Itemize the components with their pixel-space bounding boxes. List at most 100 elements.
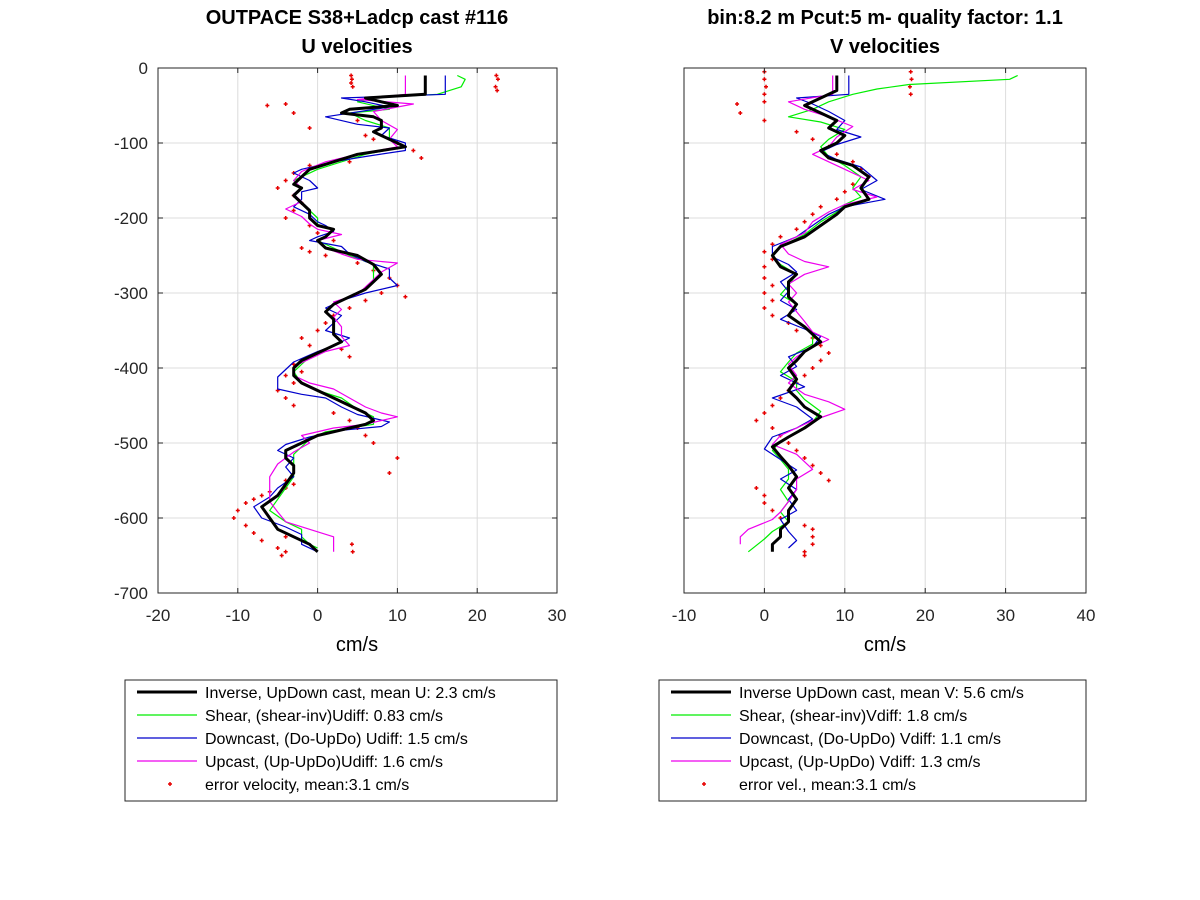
u-error-velocity-point	[299, 369, 304, 374]
u-velocity-panel: OUTPACE S38+Ladcp cast #116 U velocities…	[114, 7, 566, 802]
v-error-velocity-point	[794, 448, 799, 453]
v-error-velocity-point	[818, 358, 823, 363]
v-legend-label: error vel., mean:3.1 cm/s	[739, 777, 916, 794]
u-error-velocity-point	[495, 88, 500, 93]
u-x-tick-label: 30	[548, 606, 567, 625]
v-error-velocity-point	[810, 527, 815, 532]
u-plot-area	[231, 73, 500, 558]
u-legend-label: Upcast, (Up-UpDo)Udiff: 1.6 cm/s	[205, 754, 443, 771]
v-error-velocity-point	[908, 92, 913, 97]
v-error-velocity-point	[794, 328, 799, 333]
u-y-tick-label: -400	[114, 359, 148, 378]
u-error-velocity-point	[371, 441, 376, 445]
u-x-tick-label: 10	[388, 606, 407, 625]
v-x-tick-label: 20	[916, 606, 935, 625]
u-error-velocity-point	[291, 208, 296, 213]
v-error-velocity-point	[764, 84, 769, 89]
u-legend-label: Downcast, (Do-UpDo) Udiff: 1.5 cm/s	[205, 731, 468, 748]
v-error-velocity-point	[735, 102, 740, 106]
u-x-tick-label: -10	[226, 606, 251, 625]
v-series-line-1	[747, 74, 1018, 553]
u-error-velocity-point	[363, 133, 368, 138]
v-error-velocity-point	[818, 343, 823, 348]
v-error-velocity-point	[762, 291, 767, 295]
v-error-velocity-point	[802, 523, 807, 528]
v-error-velocity-point	[810, 542, 815, 547]
v-error-velocity-point	[762, 264, 767, 269]
v-x-axis-label: cm/s	[864, 634, 906, 656]
u-y-tick-label: -700	[114, 584, 148, 603]
u-error-velocity-point	[283, 373, 288, 378]
v-error-velocity-point	[778, 396, 783, 400]
u-error-velocity-point	[349, 73, 354, 78]
u-error-velocity-point	[283, 396, 288, 400]
v-error-velocity-point	[762, 118, 767, 123]
u-error-velocity-point	[349, 77, 354, 82]
u-error-velocity-point	[363, 298, 368, 303]
u-error-velocity-point	[355, 118, 360, 123]
u-error-velocity-point	[315, 328, 320, 333]
u-axes-box	[157, 67, 558, 594]
u-legend-entry: error velocity, mean:3.1 cm/s	[168, 777, 409, 794]
u-series-line-2	[253, 75, 446, 553]
u-error-velocity-point	[307, 249, 312, 254]
u-legend-entry: Upcast, (Up-UpDo)Udiff: 1.6 cm/s	[137, 754, 443, 771]
u-error-velocity-point	[307, 343, 312, 348]
u-error-velocity-point	[494, 73, 499, 78]
u-error-velocity-point	[363, 433, 368, 438]
v-error-velocity-point	[834, 152, 839, 157]
u-error-velocity-point	[350, 84, 355, 89]
u-error-velocity-point	[283, 549, 288, 554]
v-legend-entry: Downcast, (Do-UpDo) Vdiff: 1.1 cm/s	[671, 731, 1001, 748]
u-error-velocity-point	[251, 531, 256, 535]
u-error-velocity-point	[403, 294, 408, 299]
v-error-velocity-point	[770, 508, 775, 513]
u-error-velocity-point	[387, 471, 392, 475]
v-error-velocity-point	[810, 534, 815, 539]
u-error-velocity-point	[347, 159, 352, 164]
v-series-line-3	[739, 75, 878, 545]
v-error-velocity-point	[762, 276, 767, 280]
u-x-axis-label: cm/s	[336, 634, 378, 656]
v-error-velocity-point	[810, 366, 815, 370]
v-error-velocity-point	[842, 189, 847, 194]
u-error-velocity-point	[291, 111, 296, 115]
v-legend-label: Inverse UpDown cast, mean V: 5.6 cm/s	[739, 685, 1024, 702]
u-error-velocity-point	[331, 238, 336, 243]
u-legend-entry: Shear, (shear-inv)Udiff: 0.83 cm/s	[137, 708, 443, 725]
u-y-tick-label: -300	[114, 284, 148, 303]
v-velocity-panel: bin:8.2 m Pcut:5 m- quality factor: 1.1 …	[658, 7, 1095, 802]
v-error-velocity-point	[762, 99, 767, 104]
u-error-velocity-point	[315, 231, 320, 235]
u-error-velocity-point	[379, 291, 384, 295]
v-legend-label: Shear, (shear-inv)Vdiff: 1.8 cm/s	[739, 708, 967, 725]
v-error-velocity-point	[762, 92, 767, 97]
u-y-tick-label: -200	[114, 209, 148, 228]
v-chart-title: bin:8.2 m Pcut:5 m- quality factor: 1.1	[707, 7, 1063, 29]
v-chart-subtitle: V velocities	[830, 36, 940, 58]
v-error-velocity-point	[754, 486, 759, 490]
u-error-velocity-point	[411, 148, 416, 153]
v-error-velocity-point	[770, 283, 775, 288]
v-legend: Inverse UpDown cast, mean V: 5.6 cm/s She…	[658, 679, 1087, 802]
u-legend-label: Shear, (shear-inv)Udiff: 0.83 cm/s	[205, 708, 443, 725]
u-error-velocity-point	[259, 493, 264, 498]
u-error-velocity-point	[299, 336, 304, 340]
u-legend-label: Inverse, UpDown cast, mean U: 2.3 cm/s	[205, 685, 496, 702]
v-error-velocity-point	[770, 426, 775, 430]
v-error-velocity-point	[802, 553, 807, 558]
v-error-velocity-point	[810, 463, 815, 468]
u-error-velocity-point	[395, 456, 400, 460]
u-error-velocity-point	[275, 546, 280, 550]
u-error-velocity-point	[231, 516, 236, 520]
u-error-velocity-point	[347, 354, 352, 359]
u-y-tick-label: -100	[114, 134, 148, 153]
u-x-tick-label: 0	[313, 606, 322, 625]
v-error-velocity-point	[907, 84, 912, 89]
v-error-velocity-point	[770, 298, 775, 303]
u-chart-title: OUTPACE S38+Ladcp cast #116	[206, 7, 509, 29]
v-error-velocity-point	[770, 242, 775, 247]
u-tick-labels: -20 -10 0 10 20 300-100-200-300-400-500-600-7…	[114, 59, 566, 625]
v-error-velocity-point	[802, 373, 807, 378]
v-error-velocity-point	[826, 478, 831, 483]
